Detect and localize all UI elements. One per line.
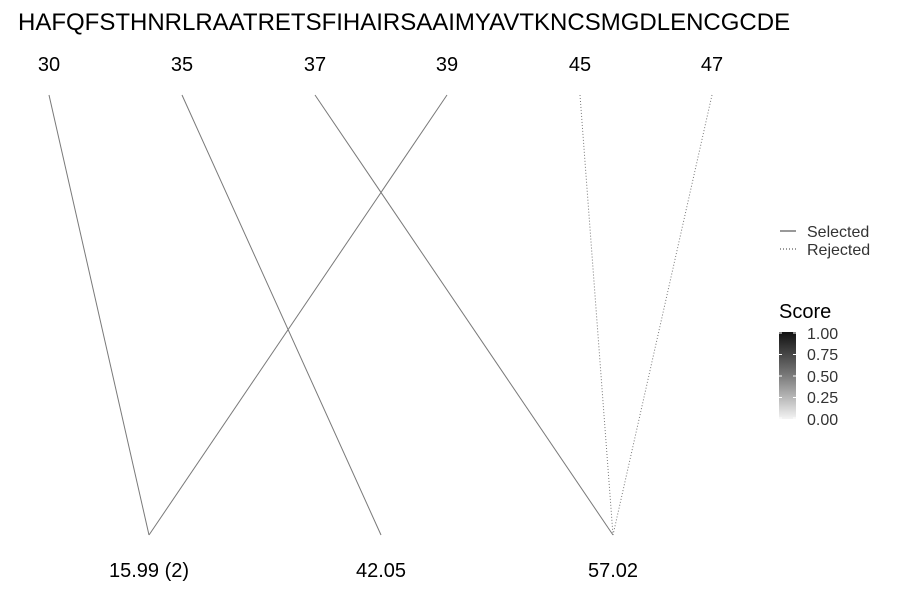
score-tick-0-50: 0.50: [807, 369, 838, 386]
peptide-sequence: HAFQFSTHNRLRAATRETSFIHAIRSAAIMYAVTKNCSMG…: [18, 9, 790, 36]
connection-30-to-15-99-2-selected: [48, 94, 150, 536]
mass-label-15-99: 15.99 (2): [109, 560, 189, 582]
score-tick-0-25: 0.25: [807, 390, 838, 407]
rejected-legend-label: Rejected: [807, 242, 870, 259]
position-label-37: 37: [304, 54, 326, 76]
position-label-35: 35: [171, 54, 193, 76]
connection-45-to-57-02-rejected: [579, 94, 614, 536]
connection-35-to-42-05-selected: [181, 94, 382, 536]
position-labels: 30 35 37 39 45 47: [38, 54, 723, 76]
connection-39-to-15-99-2-selected: [148, 94, 448, 536]
mass-labels: 15.99 (2) 42.05 57.02: [109, 560, 638, 582]
position-label-30: 30: [38, 54, 60, 76]
position-label-45: 45: [569, 54, 591, 76]
mass-label-42-05: 42.05: [356, 560, 406, 582]
line-type-legend: Selected Rejected: [780, 224, 870, 259]
connection-37-to-57-02-selected: [314, 94, 614, 536]
score-colorbar: [779, 332, 796, 419]
connection-47-to-57-02-rejected: [612, 94, 713, 536]
position-label-47: 47: [701, 54, 723, 76]
connection-lines: [48, 94, 713, 536]
selected-legend-label: Selected: [807, 224, 869, 241]
score-tick-0-00: 0.00: [807, 412, 838, 429]
score-legend: Score 1.00 0.75 0.50 0.25 0.00: [779, 301, 838, 429]
score-tick-1-00: 1.00: [807, 326, 838, 343]
mass-label-57-02: 57.02: [588, 560, 638, 582]
score-tick-0-75: 0.75: [807, 347, 838, 364]
score-legend-title: Score: [779, 301, 831, 323]
position-label-39: 39: [436, 54, 458, 76]
